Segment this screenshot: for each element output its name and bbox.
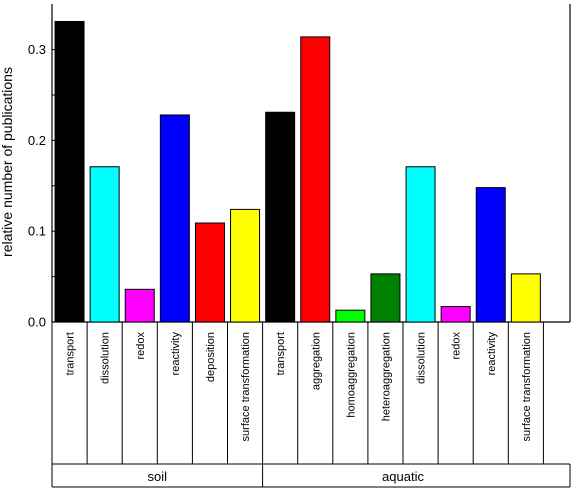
x-tick-label: surface transformation bbox=[240, 332, 252, 441]
x-tick-label: dissolution bbox=[416, 332, 428, 384]
x-tick-label: homoaggregation bbox=[345, 332, 357, 418]
y-axis-label: relative number of publications bbox=[0, 67, 15, 257]
y-tick-label: 0.2 bbox=[28, 133, 46, 148]
plot-area: 0.0 0.1 0.2 0.3 transport dissolution redox rea… bbox=[28, 4, 571, 488]
x-tick-label: transport bbox=[275, 332, 287, 375]
bar bbox=[440, 306, 471, 323]
bar bbox=[194, 222, 225, 323]
bar bbox=[265, 111, 296, 323]
x-tick-label: deposition bbox=[205, 332, 217, 382]
bar bbox=[475, 187, 506, 323]
bar bbox=[405, 166, 436, 323]
x-tick-label: redox bbox=[451, 332, 463, 360]
bar bbox=[510, 273, 541, 323]
x-tick-label: reactivity bbox=[486, 332, 498, 376]
x-tick-label: redox bbox=[135, 332, 147, 360]
x-tick-label: reactivity bbox=[170, 332, 182, 376]
group-label: soil bbox=[148, 469, 168, 484]
x-tick-label: surface transformation bbox=[521, 332, 533, 441]
y-tick-label: 0.1 bbox=[28, 224, 46, 239]
bar bbox=[124, 288, 155, 323]
x-tick-label: heteroaggregation bbox=[380, 332, 392, 421]
x-tick-label: dissolution bbox=[100, 332, 112, 384]
bar bbox=[54, 20, 85, 323]
y-tick-label: 0.3 bbox=[28, 42, 46, 57]
bar bbox=[335, 309, 366, 323]
bar bbox=[370, 273, 401, 323]
y-tick-label: 0.0 bbox=[28, 315, 46, 330]
x-tick-label: aggregation bbox=[310, 332, 322, 390]
group-label: aquatic bbox=[382, 469, 424, 484]
bar bbox=[89, 166, 120, 323]
bar bbox=[230, 208, 261, 323]
x-tick-label: transport bbox=[65, 332, 77, 375]
bar bbox=[300, 36, 331, 323]
bar bbox=[159, 114, 190, 323]
